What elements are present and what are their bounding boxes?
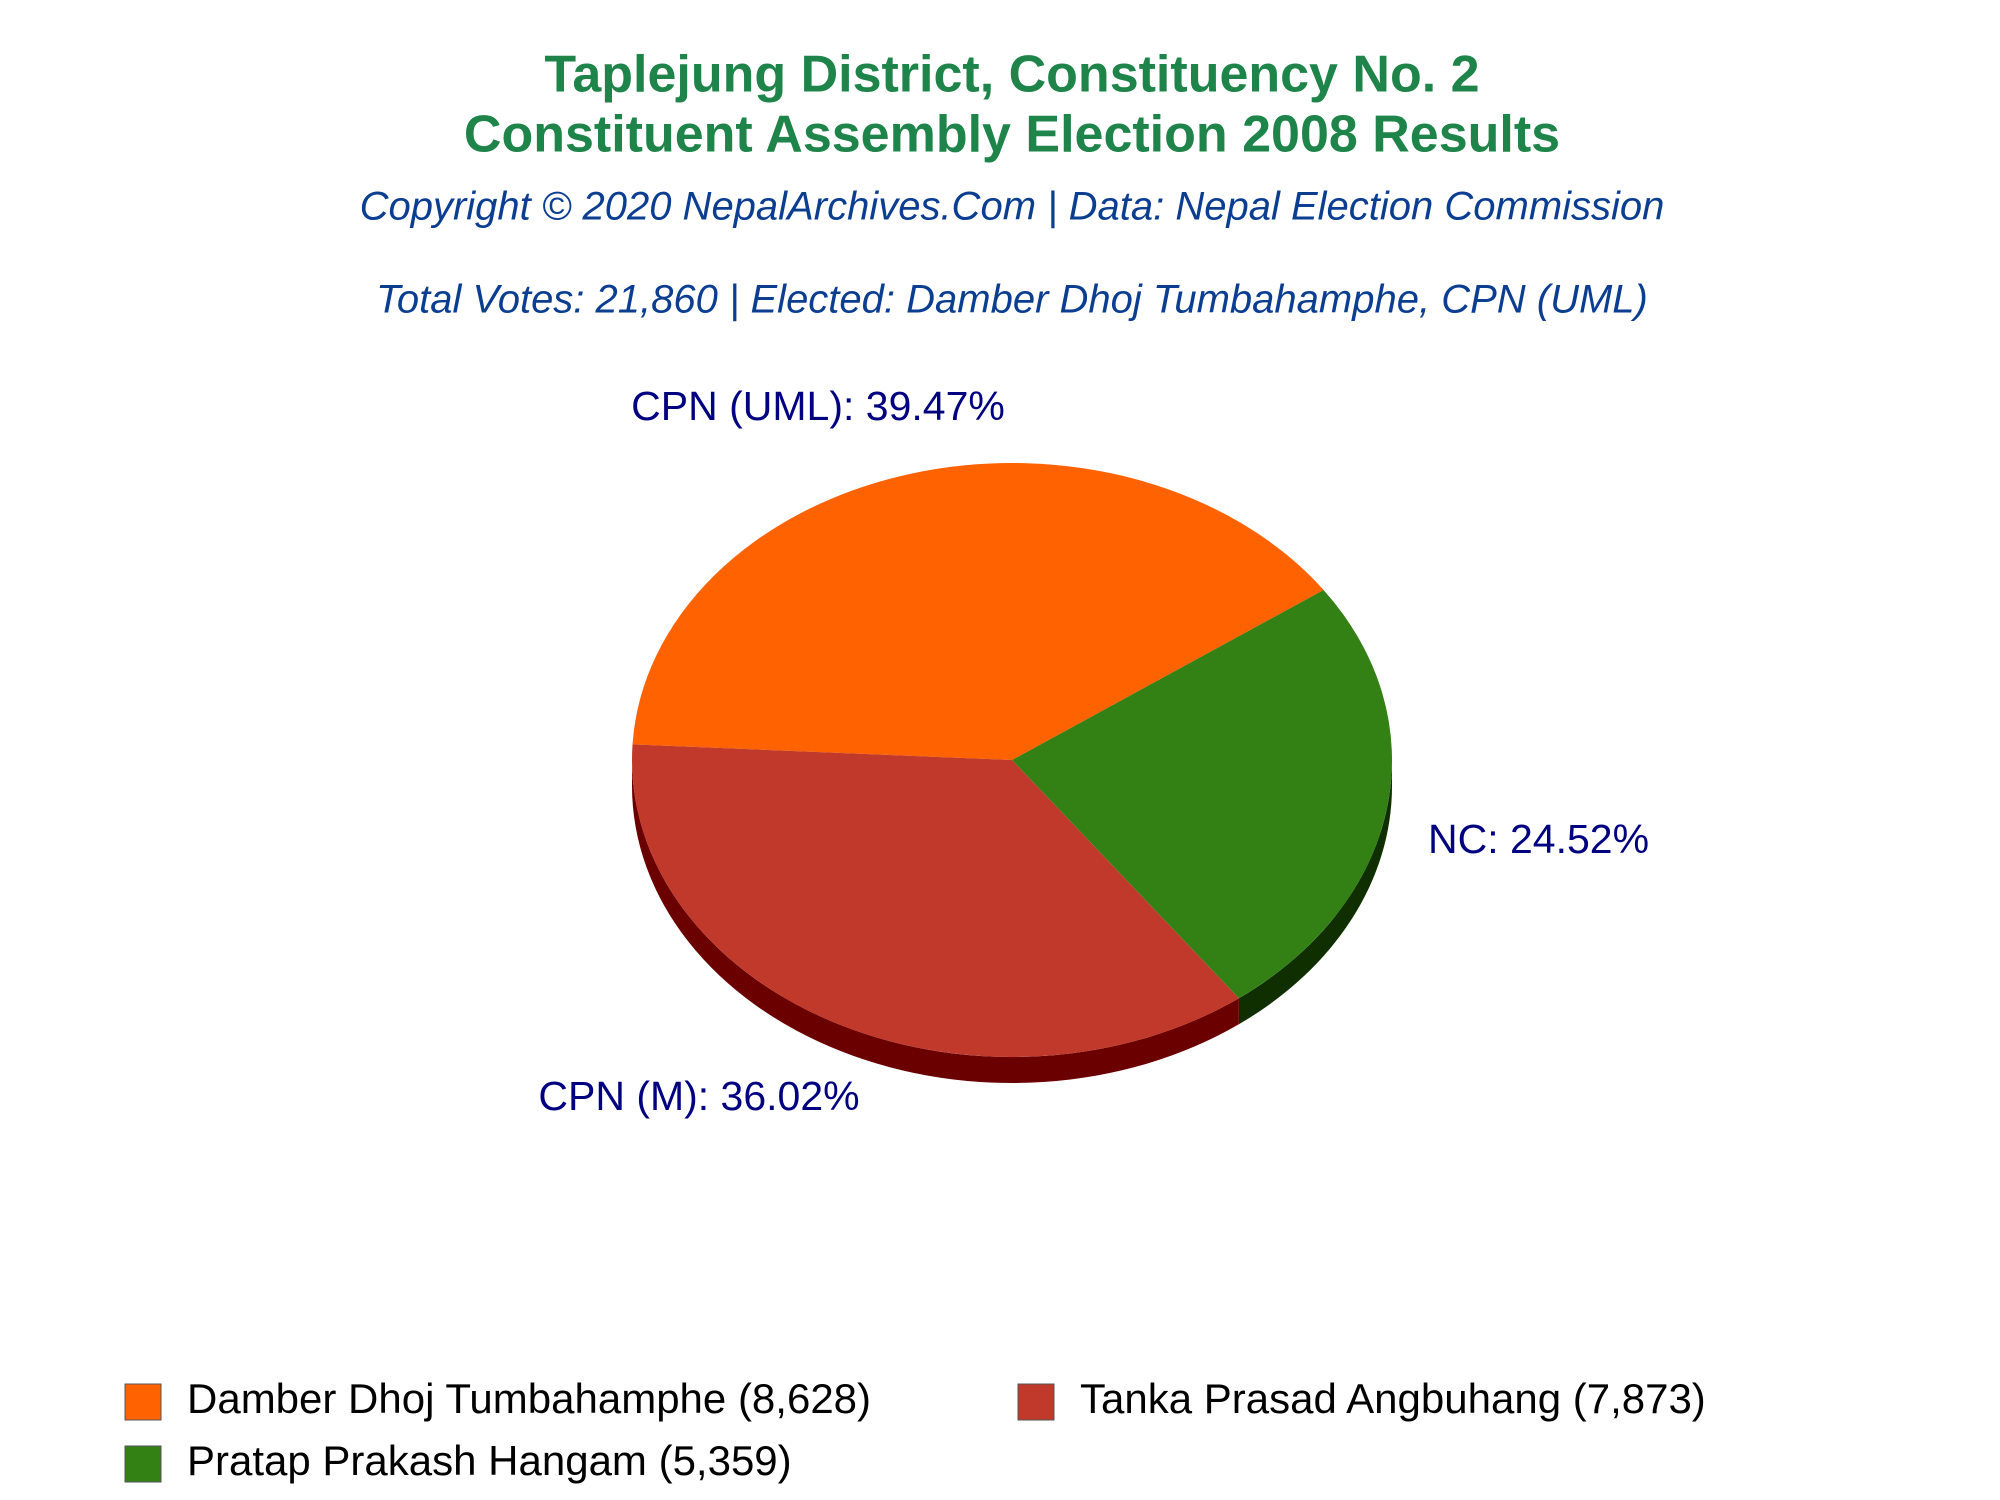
legend-label: Pratap Prakash Hangam (5,359): [187, 1437, 792, 1484]
data-label: CPN (UML): 39.47%: [631, 383, 1005, 429]
legend: Damber Dhoj Tumbahamphe (8,628) Tanka Pra…: [124, 1375, 1706, 1484]
chart-title: Taplejung District, Constituency No. 2: [544, 46, 1479, 104]
pie-sides: [632, 760, 1392, 1084]
legend-swatch: [1017, 1383, 1055, 1421]
legend-label: Damber Dhoj Tumbahamphe (8,628): [187, 1375, 871, 1422]
labels: CPN (UML): 39.47% NC: 24.52% CPN (M): 36.0…: [538, 383, 1649, 1119]
pie-slice: [632, 744, 1239, 1058]
chart-subtitle: Copyright © 2020 NepalArchives.Com | Dat…: [360, 185, 1665, 229]
pie-side: [632, 760, 1239, 1084]
chart-title: Constituent Assembly Election 2008 Resul…: [464, 106, 1560, 164]
data-label: CPN (M): 36.02%: [538, 1073, 859, 1119]
legend-swatch: [124, 1445, 162, 1483]
pie-slice: [1012, 589, 1392, 999]
data-label: NC: 24.52%: [1428, 816, 1649, 862]
annotation: Total Votes: 21,860 | Elected: Damber Dh…: [376, 278, 1648, 322]
pie: [632, 462, 1392, 1058]
legend-label: Tanka Prasad Angbuhang (7,873): [1080, 1375, 1706, 1422]
legend-swatch: [124, 1383, 162, 1421]
pie-slice: [632, 462, 1324, 760]
pie-side: [1238, 760, 1392, 1025]
